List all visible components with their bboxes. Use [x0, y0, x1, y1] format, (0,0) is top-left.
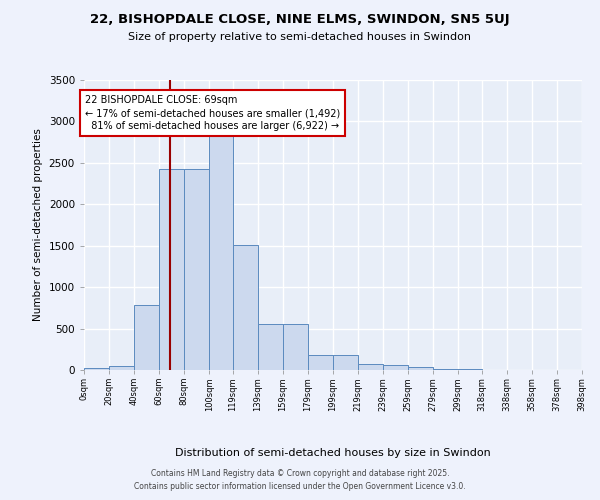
Text: Contains HM Land Registry data © Crown copyright and database right 2025.
Contai: Contains HM Land Registry data © Crown c… [134, 470, 466, 491]
Bar [209, 130, 233, 370]
Bar [258, 324, 283, 370]
Bar [159, 168, 184, 370]
Bar [408, 367, 433, 370]
Bar [308, 354, 333, 370]
Bar [383, 366, 408, 370]
Bar [433, 369, 458, 370]
Bar [333, 354, 358, 370]
Bar [109, 366, 134, 370]
Bar [283, 324, 308, 370]
Text: Size of property relative to semi-detached houses in Swindon: Size of property relative to semi-detach… [128, 32, 472, 42]
Bar [458, 369, 482, 370]
Bar [84, 368, 109, 370]
Bar [358, 364, 383, 370]
Text: Distribution of semi-detached houses by size in Swindon: Distribution of semi-detached houses by … [175, 448, 491, 458]
Text: 22 BISHOPDALE CLOSE: 69sqm
← 17% of semi-detached houses are smaller (1,492)
  8: 22 BISHOPDALE CLOSE: 69sqm ← 17% of semi… [85, 95, 341, 132]
Y-axis label: Number of semi-detached properties: Number of semi-detached properties [33, 128, 43, 322]
Bar [134, 304, 159, 370]
Bar [184, 168, 209, 370]
Text: 22, BISHOPDALE CLOSE, NINE ELMS, SWINDON, SN5 5UJ: 22, BISHOPDALE CLOSE, NINE ELMS, SWINDON… [90, 12, 510, 26]
Bar [233, 245, 258, 370]
